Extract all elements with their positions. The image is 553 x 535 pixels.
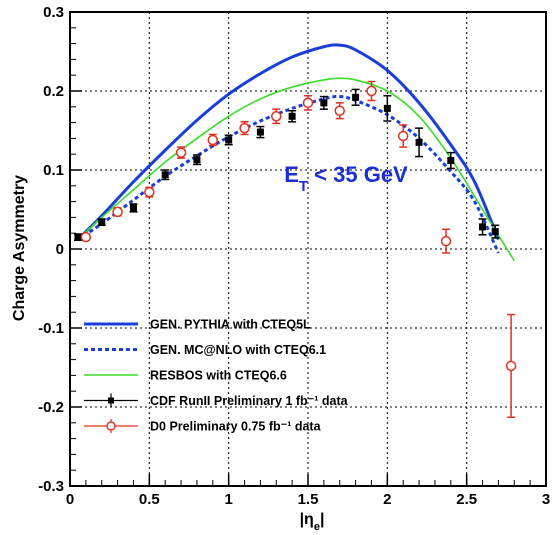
x-tick-labels: 0 0.5 1 1.5 2 2.5 3 (66, 491, 550, 508)
data-point-cdf (320, 99, 328, 107)
data-point-cdf (383, 104, 391, 112)
data-point-cdf (74, 233, 82, 241)
data-point-d0 (366, 85, 377, 97)
data-point-d0 (271, 111, 282, 122)
x-tick-label: 1.5 (298, 491, 319, 508)
x-tick-label: 2.5 (456, 491, 477, 508)
legend-marker-4 (106, 421, 116, 431)
legend: GEN. PYTHIA with CTEQ5L GEN. MC@NLO with … (84, 318, 349, 434)
data-point-cdf (447, 157, 455, 165)
data-point-cdf (288, 112, 296, 120)
y-axis-title: Charge Asymmetry (11, 175, 28, 321)
data-point-d0 (80, 231, 92, 243)
x-tick-label: 2 (383, 491, 391, 508)
y-tick-label: 0.3 (43, 4, 64, 21)
data-point-cdf (352, 93, 360, 101)
y-tick-labels: -0.3 -0.2 -0.1 0 0.1 0.2 0.3 (38, 4, 64, 495)
data-point-d0 (144, 186, 155, 198)
data-point-d0 (112, 206, 123, 218)
y-tick-label: 0.2 (43, 83, 64, 100)
x-tick-label: 1 (224, 491, 232, 508)
x-axis-title: |ηe| (300, 511, 325, 533)
y-tick-label: 0.1 (43, 162, 64, 179)
data-point-d0 (397, 130, 409, 142)
x-tick-label: 0.5 (139, 491, 160, 508)
data-point-d0 (334, 105, 345, 116)
series-line-2 (77, 77, 515, 262)
data-point-d0 (239, 122, 250, 134)
y-tick-label: 0 (56, 241, 64, 258)
data-point-cdf (491, 228, 499, 236)
et-cut-annotation: ET < 35 GeV (284, 162, 408, 195)
data-point-d0 (302, 97, 314, 109)
x-tick-label: 3 (542, 491, 550, 508)
data-point-cdf (193, 156, 201, 164)
x-tick-label: 0 (66, 491, 74, 508)
data-point-cdf (225, 136, 233, 144)
data-point-d0 (175, 147, 187, 158)
data-point-cdf (98, 218, 106, 226)
series-line-0 (76, 43, 500, 241)
data-point-cdf (415, 138, 423, 146)
legend-label-2: RESBOS with CTEQ6.6 (150, 369, 287, 383)
axis-ticks (69, 11, 547, 487)
data-point-d0 (505, 360, 517, 372)
legend-label-1: GEN. MC@NLO with CTEQ6.1 (150, 343, 326, 357)
data-point-cdf (256, 128, 264, 136)
legend-label-4: D0 Preliminary 0.75 fb⁻¹ data (150, 420, 322, 434)
legend-marker-3 (108, 397, 114, 404)
y-tick-label: -0.3 (38, 478, 64, 495)
data-points (73, 80, 517, 419)
data-point-cdf (161, 171, 169, 179)
data-point-cdf (129, 204, 137, 212)
data-point-d0 (207, 134, 219, 146)
y-tick-label: -0.2 (38, 399, 64, 416)
legend-label-0: GEN. PYTHIA with CTEQ5L (150, 318, 311, 332)
data-point-cdf (479, 223, 487, 231)
data-point-d0 (440, 235, 452, 247)
legend-label-3: CDF RunII Preliminary 1 fb⁻¹ data (150, 394, 349, 408)
y-tick-label: -0.1 (38, 320, 64, 337)
